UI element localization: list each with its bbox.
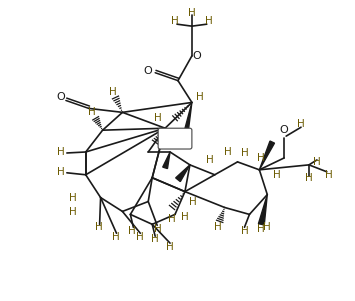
Text: H: H [129,226,136,236]
Text: H: H [171,16,179,26]
Polygon shape [258,194,267,225]
Text: O: O [144,66,153,76]
Polygon shape [176,165,190,182]
Text: H: H [188,8,196,18]
Text: O: O [56,92,65,101]
Text: H: H [224,147,231,157]
Text: H: H [241,148,248,158]
Text: H: H [69,207,77,217]
Text: H: H [173,137,181,147]
Text: H: H [263,222,271,232]
Text: H: H [151,234,159,244]
Text: H: H [136,232,144,242]
Polygon shape [182,102,192,138]
Text: H: H [313,157,321,167]
FancyBboxPatch shape [158,128,192,149]
Text: H: H [196,92,204,101]
Text: H: H [241,226,248,236]
Text: H: H [88,107,95,117]
Text: H: H [189,197,197,206]
Text: H: H [181,213,189,222]
Text: H: H [305,173,313,183]
Text: H: H [109,87,116,97]
Text: H: H [257,153,265,163]
Text: O: O [280,125,289,135]
Text: H: H [57,167,65,177]
Text: H: H [69,193,77,203]
Polygon shape [163,152,170,169]
Text: H: H [214,222,222,232]
Text: H: H [168,214,176,224]
Text: H: H [205,16,213,26]
Text: H: H [154,224,162,234]
Text: H: H [166,242,174,252]
Text: Abs: Abs [167,134,183,143]
Text: O: O [192,51,201,61]
Text: H: H [158,137,166,147]
Polygon shape [260,141,274,170]
Text: H: H [57,147,65,157]
Text: H: H [257,224,265,234]
Text: H: H [154,113,162,123]
Text: H: H [95,222,103,232]
Text: H: H [206,155,214,165]
Text: H: H [111,232,119,242]
Text: H: H [325,170,333,180]
Text: H: H [273,170,281,180]
Text: H: H [297,119,305,129]
